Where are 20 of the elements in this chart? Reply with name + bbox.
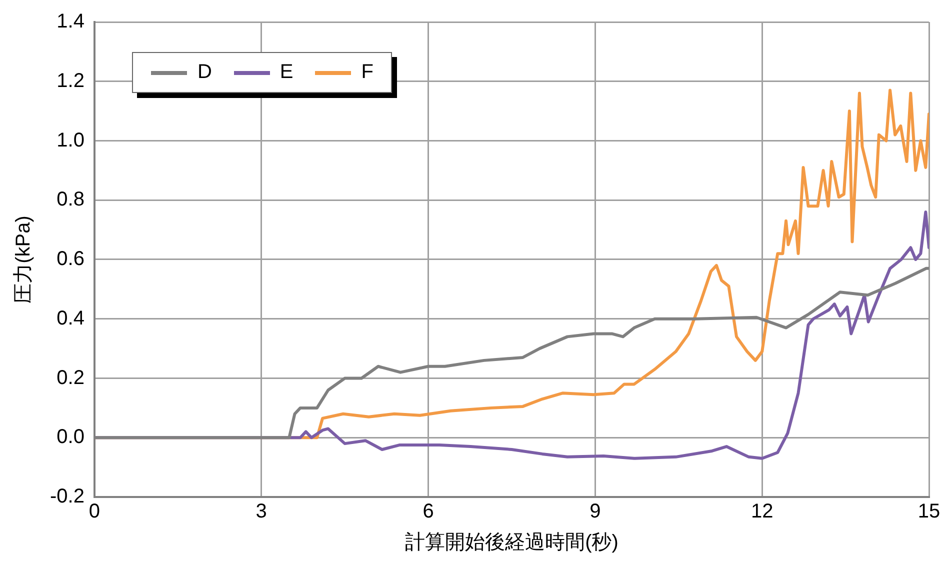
y-tick-label: 0.6 — [56, 248, 84, 270]
y-tick-label: 0.4 — [56, 307, 84, 330]
y-tick-label: 1.4 — [56, 10, 84, 33]
y-tick-label: 0.8 — [56, 188, 84, 211]
y-tick-label: 1.2 — [56, 70, 84, 92]
x-axis-title: 計算開始後経過時間(秒) — [405, 532, 618, 554]
legend-label: D — [197, 61, 212, 84]
y-axis-title: 圧力(kPa) — [12, 216, 35, 304]
x-tick-label: 3 — [256, 500, 267, 523]
x-tick-label: 9 — [590, 500, 601, 523]
y-tick-label: -0.2 — [50, 486, 84, 508]
y-tick-label: 0.2 — [56, 366, 84, 389]
y-tick-label: 0.0 — [56, 426, 84, 448]
legend-label: F — [361, 61, 374, 84]
x-tick-label: 15 — [918, 500, 940, 523]
y-tick-label: 1.0 — [56, 129, 84, 152]
x-tick-label: 6 — [422, 500, 434, 523]
legend-label: E — [280, 61, 294, 84]
x-tick-label: 0 — [88, 500, 100, 523]
x-tick-label: 12 — [750, 500, 774, 523]
